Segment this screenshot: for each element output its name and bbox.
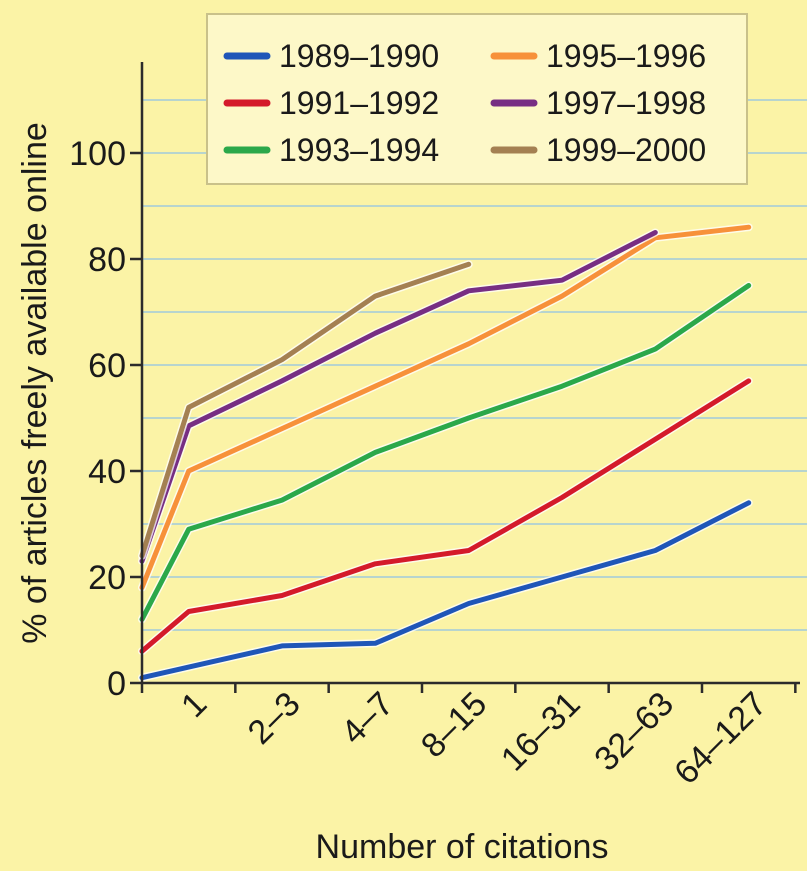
x-tick-label: 8–15 [414, 685, 494, 765]
y-tick-label: 100 [69, 135, 126, 173]
y-axis-title: % of articles freely available online [16, 122, 54, 644]
x-axis-title: Number of citations [316, 828, 609, 866]
x-tick-label: 16–31 [494, 685, 588, 779]
y-tick-label: 60 [88, 347, 126, 385]
series-line [139, 261, 472, 559]
series-line [139, 230, 658, 564]
series-line [139, 500, 752, 681]
series-line [139, 378, 752, 654]
y-tick-label: 80 [88, 241, 126, 279]
legend-label: 1997–1998 [546, 85, 706, 121]
legend-box [206, 13, 748, 185]
legend-label: 1993–1994 [279, 132, 439, 168]
x-tick-label: 2–3 [241, 685, 308, 752]
series-line-halo [138, 498, 753, 682]
x-tick-label: 1 [174, 685, 214, 725]
series-lines [138, 223, 753, 682]
y-tick-label: 40 [88, 453, 126, 491]
y-tick-label: 0 [107, 665, 126, 703]
series-line [139, 224, 752, 591]
legend: 1989–1990 1991–1992 1993–1994 1995–1996 1997… [206, 13, 748, 185]
legend-label: 1991–1992 [279, 85, 439, 121]
legend-label: 1989–1990 [279, 38, 439, 74]
legend-label: 1999–2000 [546, 132, 706, 168]
x-tick-label: 64–127 [667, 685, 774, 792]
y-tick-label: 20 [88, 559, 126, 597]
x-tick-label: 4–7 [334, 685, 401, 752]
series-line [139, 283, 752, 622]
series-line-halo [138, 260, 473, 560]
legend-label: 1995–1996 [546, 38, 706, 74]
